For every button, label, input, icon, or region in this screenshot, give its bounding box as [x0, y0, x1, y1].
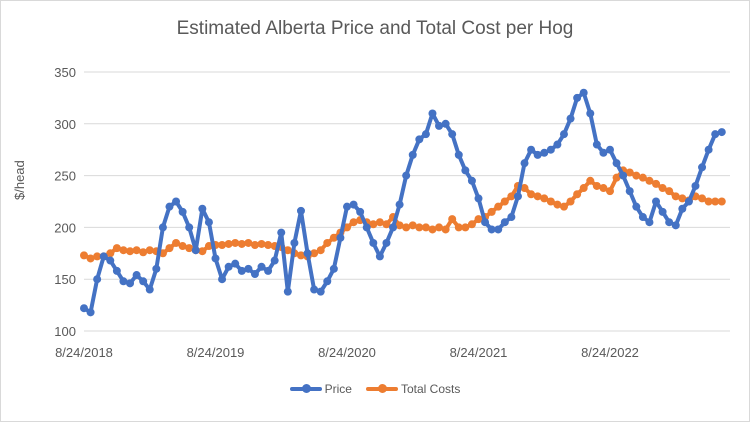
chart-title: Estimated Alberta Price and Total Cost p…: [176, 18, 574, 39]
price-line-marker-icon: [289, 384, 322, 393]
total-costs-line-marker-icon: [365, 384, 398, 393]
legend-label-total-costs: Total Costs: [400, 382, 461, 396]
x-tick-label: 8/24/2018: [55, 345, 113, 360]
y-tick-label: 150: [54, 272, 76, 287]
x-axis-ticks: 8/24/2018 8/24/2019 8/24/2020 8/24/2021 8/24…: [55, 345, 639, 360]
data-series: [80, 88, 726, 317]
legend: Price Total Costs: [0, 382, 750, 396]
y-tick-label: 250: [54, 169, 76, 184]
x-tick-label: 8/24/2020: [318, 345, 376, 360]
y-tick-label: 200: [54, 220, 76, 235]
y-tick-label: 350: [54, 65, 76, 80]
x-tick-label: 8/24/2022: [581, 345, 639, 360]
series-price: [80, 88, 726, 317]
x-tick-label: 8/24/2019: [187, 345, 245, 360]
legend-label-price: Price: [324, 382, 352, 396]
legend-item-total-costs: Total Costs: [365, 382, 461, 396]
series-total-costs: [80, 166, 726, 263]
x-tick-label: 8/24/2021: [450, 345, 508, 360]
y-tick-label: 300: [54, 117, 76, 132]
legend-item-price: Price: [289, 382, 352, 396]
y-axis-ticks: 100 150 200 250 300 350: [54, 65, 76, 339]
y-tick-label: 100: [54, 324, 76, 339]
